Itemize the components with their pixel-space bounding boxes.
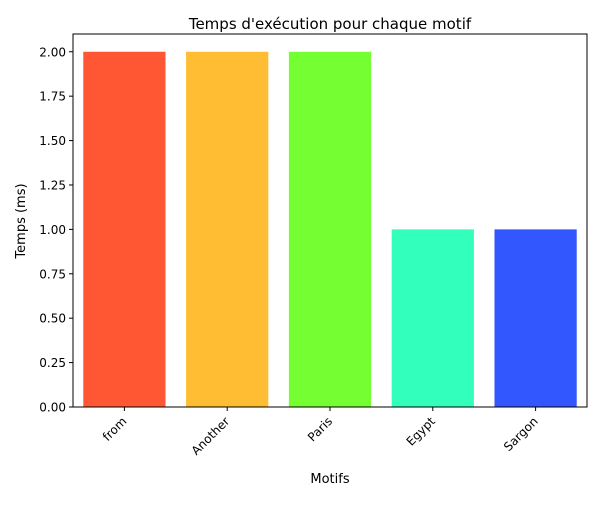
x-axis-label: Motifs <box>310 472 349 487</box>
x-tick-label: Another <box>189 414 233 458</box>
y-tick-label: 0.25 <box>39 356 66 370</box>
y-tick-label: 0.50 <box>39 312 66 326</box>
y-tick-label: 1.50 <box>39 134 66 148</box>
y-tick-label: 1.25 <box>39 178 66 192</box>
x-tick-label: Egypt <box>404 414 439 449</box>
y-tick-label: 2.00 <box>39 45 66 59</box>
x-tick-label: Sargon <box>501 414 541 454</box>
bar-another <box>186 51 269 407</box>
y-axis-label: Temps (ms) <box>14 183 29 259</box>
x-tick-label: from <box>100 414 130 444</box>
bar-from <box>83 51 166 407</box>
x-axis: from Another Paris Egypt Sargon <box>100 407 541 458</box>
x-tick-label: Paris <box>305 414 335 444</box>
y-tick-label: 1.75 <box>39 90 66 104</box>
y-tick-label: 0.75 <box>39 267 66 281</box>
y-tick-label: 1.00 <box>39 223 66 237</box>
bar-sargon <box>494 229 577 407</box>
bar-paris <box>288 51 372 407</box>
bars-layer <box>83 51 577 407</box>
y-axis: 0.00 0.25 0.50 0.75 1.00 1.25 1.50 1.75 2.00 <box>39 45 73 415</box>
chart-title: Temps d'exécution pour chaque motif <box>188 15 472 33</box>
y-tick-label: 0.00 <box>39 401 66 415</box>
bar-egypt <box>391 229 474 407</box>
